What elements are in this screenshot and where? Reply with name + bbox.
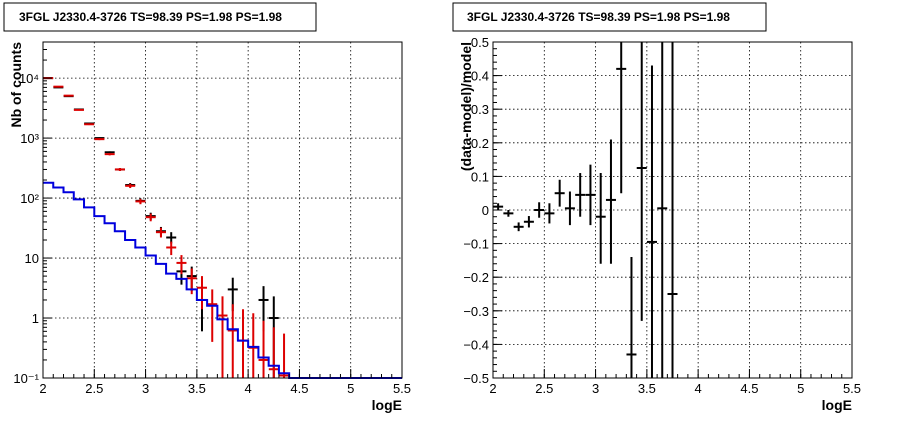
- residual-data-point: [575, 173, 586, 217]
- residual-y-axis-label: (data-model)/model: [458, 42, 474, 171]
- residual-ticks: 2 2.5 3 3.5 4 4.5 5 5.5 −0.5 −0.4 −0.3 −0.2 −0.1 0 0.1…: [463, 35, 861, 396]
- residual-x-tick-label: 2: [489, 381, 496, 396]
- residual-title: 3FGL J2330.4-3726 TS=98.39 PS=1.98 PS=1.…: [467, 10, 730, 24]
- counts-model-point: [84, 123, 95, 126]
- counts-x-tick-label: 5: [347, 381, 354, 396]
- residual-grid: [493, 41, 852, 378]
- residual-x-tick-label: 3.5: [638, 381, 656, 396]
- residual-data-point: [564, 191, 575, 226]
- residual-x-tick-label: 5: [797, 381, 804, 396]
- counts-x-axis-label: logE: [372, 397, 402, 413]
- counts-ticks: 2 2.5 3 3.5 4 4.5 5 5.5 10⁻¹ 1 10 10² 10³ 10⁴: [13, 41, 411, 396]
- residual-x-tick-label: 4: [695, 381, 702, 396]
- residual-x-tick-label: 5.5: [843, 381, 861, 396]
- counts-y-tick-label: 10⁻¹: [13, 371, 39, 386]
- counts-model-point: [279, 333, 290, 378]
- counts-x-tick-label: 4: [245, 381, 252, 396]
- counts-y-tick-label: 10⁴: [19, 71, 39, 86]
- residual-y-tick-label: 0.4: [471, 69, 489, 84]
- residual-data-point: [605, 139, 616, 264]
- counts-model-step-line: [43, 181, 402, 379]
- counts-model-point: [207, 289, 218, 342]
- residual-y-tick-label: −0.4: [463, 337, 489, 352]
- residual-data-point: [534, 202, 545, 218]
- residual-x-tick-label: 3: [592, 381, 599, 396]
- counts-y-tick-label: 10²: [20, 191, 39, 206]
- counts-title-box: [3, 2, 317, 32]
- counts-model-point: [248, 313, 259, 378]
- residual-data-point: [513, 222, 524, 232]
- residual-data-point: [585, 164, 596, 226]
- residual-data-point: [636, 42, 647, 321]
- counts-data-point: [104, 151, 115, 154]
- counts-model-point: [104, 152, 115, 156]
- counts-grid: [43, 42, 402, 378]
- counts-plot-frame: [42, 41, 403, 379]
- counts-model-point: [73, 108, 84, 111]
- residual-y-tick-label: 0.1: [471, 169, 489, 184]
- residual-x-tick-label: 4.5: [740, 381, 758, 396]
- residual-y-tick-label: −0.1: [463, 237, 489, 252]
- residual-data-point: [657, 42, 668, 378]
- counts-model-point: [217, 296, 228, 378]
- residual-x-tick-label: 2.5: [535, 381, 553, 396]
- residual-y-tick-label: −0.5: [463, 371, 489, 386]
- residual-y-tick-label: −0.2: [463, 270, 489, 285]
- counts-model-point: [53, 85, 64, 88]
- counts-y-tick-label: 10: [25, 251, 39, 266]
- residual-x-axis-label: logE: [822, 397, 852, 413]
- counts-y-axis-label: Nb of counts: [8, 42, 24, 128]
- counts-y-tick-label: 1: [32, 311, 39, 326]
- counts-title: 3FGL J2330.4-3726 TS=98.39 PS=1.98 PS=1.…: [19, 10, 282, 24]
- counts-x-tick-label: 4.5: [290, 381, 308, 396]
- counts-x-tick-label: 2.5: [85, 381, 103, 396]
- counts-x-tick-label: 3: [142, 381, 149, 396]
- counts-x-tick-label: 3.5: [188, 381, 206, 396]
- counts-marks: [43, 77, 402, 379]
- counts-model-point: [258, 320, 269, 378]
- counts-model-point: [166, 241, 177, 256]
- counts-model-point: [196, 276, 207, 310]
- residual-data-point: [595, 173, 606, 264]
- counts-panel: 3FGL J2330.4-3726 TS=98.39 PS=1.98 PS=1.…: [3, 2, 411, 413]
- residual-data-point: [493, 203, 504, 210]
- residual-data-point: [523, 216, 534, 228]
- residual-data-point: [616, 42, 627, 194]
- residual-data-point: [646, 65, 657, 378]
- residual-marks: [493, 42, 678, 378]
- counts-model-point: [176, 255, 187, 275]
- residual-y-tick-label: 0: [482, 203, 489, 218]
- residual-y-tick-label: 0.3: [471, 102, 489, 117]
- counts-x-tick-label: 2: [39, 381, 46, 396]
- counts-y-tick-label: 10³: [20, 131, 39, 146]
- counts-model-point: [268, 327, 279, 378]
- residual-y-tick-label: −0.3: [463, 304, 489, 319]
- counts-model-point: [238, 309, 249, 378]
- residual-data-point: [667, 42, 678, 378]
- residual-data-point: [544, 203, 555, 224]
- counts-model-point: [145, 213, 156, 222]
- counts-model-point: [94, 138, 105, 141]
- residual-data-point: [626, 257, 637, 378]
- counts-model-point: [114, 168, 125, 171]
- counts-data-point: [166, 232, 177, 244]
- counts-model-point: [135, 198, 146, 205]
- residual-title-box: [452, 2, 767, 32]
- counts-model-point: [227, 304, 238, 378]
- counts-model-point: [63, 94, 74, 97]
- residual-y-tick-label: 0.2: [471, 136, 489, 151]
- residual-data-point: [503, 210, 514, 217]
- counts-x-tick-label: 5.5: [393, 381, 411, 396]
- residual-data-point: [554, 179, 565, 207]
- residual-panel: 3FGL J2330.4-3726 TS=98.39 PS=1.98 PS=1.…: [452, 2, 861, 413]
- residual-y-tick-label: 0.5: [471, 35, 489, 50]
- counts-model-point: [125, 183, 136, 189]
- counts-model-point: [155, 227, 166, 238]
